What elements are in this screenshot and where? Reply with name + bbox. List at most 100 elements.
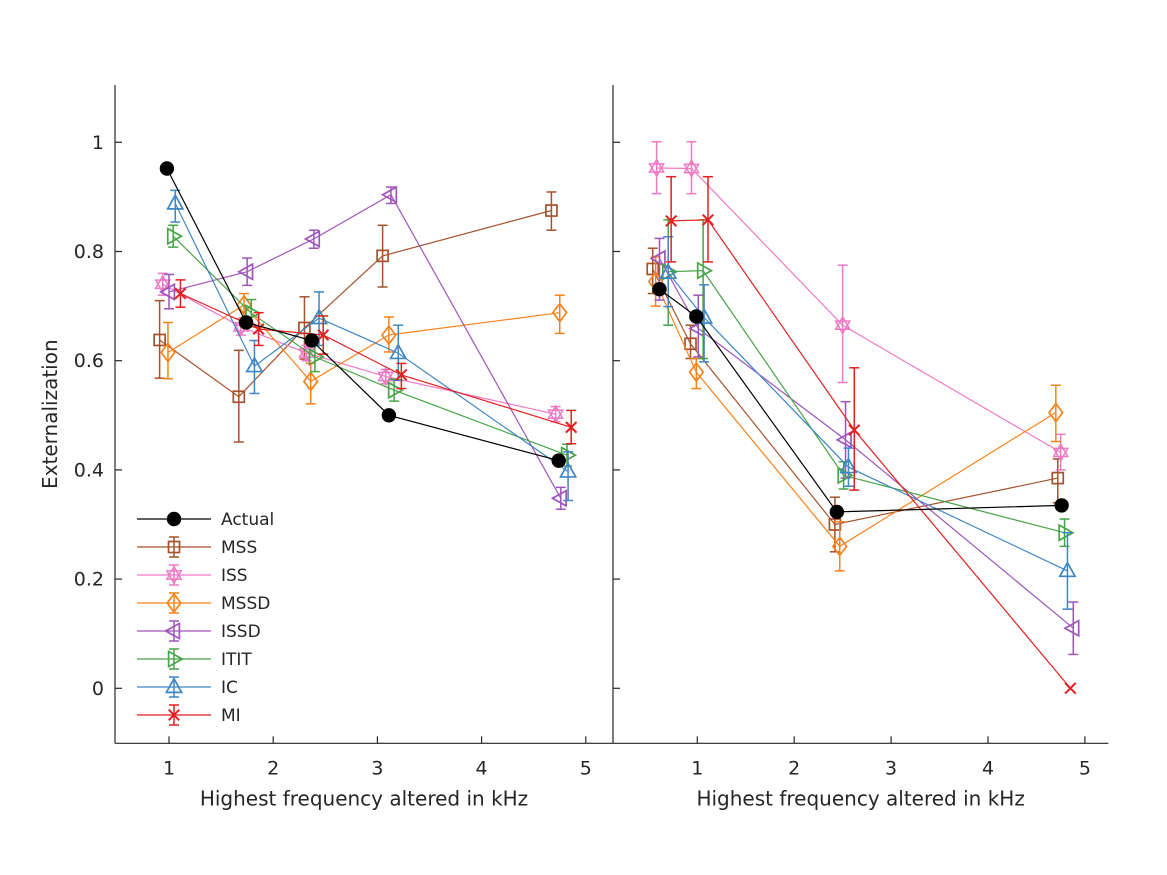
legend-item-ISS: ISS <box>137 564 248 586</box>
marker-MSSD <box>1047 402 1064 423</box>
marker-IC <box>839 457 858 474</box>
marker-MSS-legend <box>167 540 181 554</box>
series-MI <box>665 175 1077 695</box>
series-line-MSSD <box>655 281 1057 548</box>
marker-Actual <box>159 161 175 176</box>
series-line-MI <box>671 219 1071 689</box>
x-tick-label: 5 <box>580 757 592 779</box>
series-Actual <box>652 281 1069 520</box>
marker-ITIT <box>837 466 854 485</box>
marker-IC <box>389 343 408 360</box>
legend-label-MSS: MSS <box>221 538 257 558</box>
marker-MI <box>1064 682 1077 695</box>
y-tick-label: 0.8 <box>74 241 104 263</box>
x-tick-label: 1 <box>691 757 703 779</box>
marker-ISS <box>154 274 172 290</box>
series-ISS <box>648 141 1070 471</box>
series-line-ITIT <box>668 269 1065 534</box>
marker-MI <box>848 424 861 437</box>
marker-MSSD <box>380 324 397 346</box>
marker-ISSD <box>1063 619 1080 638</box>
marker-MSS <box>684 337 697 351</box>
marker-ITIT <box>1058 523 1075 542</box>
marker-ISS <box>1052 442 1070 458</box>
legend-item-MSS: MSS <box>137 536 257 558</box>
marker-ISS-legend <box>165 570 183 585</box>
marker-IC <box>245 356 264 373</box>
marker-ITIT <box>387 381 405 400</box>
marker-ISSD <box>649 249 666 268</box>
y-axis-label: Externalization <box>38 339 62 489</box>
x-tick-label: 4 <box>476 757 488 779</box>
series-line-ISSD <box>168 193 562 499</box>
marker-MI <box>395 368 408 381</box>
series-MSSD <box>160 292 568 405</box>
marker-Actual-legend <box>166 511 182 527</box>
marker-MSSD <box>551 302 568 324</box>
legend: Actual MSS ISS MSSD ISSD ITIT IC MI <box>137 510 274 726</box>
marker-MSS <box>376 249 389 263</box>
series-line-ISS <box>162 283 556 415</box>
marker-Actual <box>829 504 845 520</box>
marker-MSS <box>232 390 246 404</box>
marker-MSSD <box>302 371 319 392</box>
legend-label-IC: IC <box>221 678 238 698</box>
marker-ITIT <box>166 227 184 246</box>
marker-ISS <box>683 158 700 174</box>
marker-MI <box>665 214 678 227</box>
marker-IC <box>1058 560 1077 578</box>
x-tick-label: 2 <box>267 757 279 779</box>
x-axis-label: Highest frequency altered in kHz <box>696 786 1024 810</box>
marker-MSS <box>545 204 558 217</box>
marker-IC-legend <box>164 676 184 694</box>
x-tick-label: 2 <box>788 757 800 779</box>
legend-item-MSSD: MSSD <box>137 592 270 614</box>
series-line-IC <box>667 272 1068 572</box>
x-tick-label: 3 <box>885 757 897 779</box>
marker-Actual <box>689 309 704 324</box>
y-axis-label-group: Externalization <box>38 339 62 489</box>
marker-IC <box>559 461 578 478</box>
marker-ISSD <box>158 282 176 301</box>
marker-ISSD <box>550 489 568 508</box>
legend-label-ITIT: ITIT <box>221 650 252 670</box>
marker-MI-legend <box>167 708 181 722</box>
series-MSS <box>646 247 1065 553</box>
series-ITIT <box>166 224 578 467</box>
marker-MSSD <box>831 535 848 557</box>
marker-ISS <box>377 366 395 382</box>
x-tick-label: 3 <box>371 757 383 779</box>
marker-ITIT <box>245 304 262 323</box>
legend-item-ITIT: ITIT <box>137 648 252 670</box>
legend-item-MI: MI <box>137 704 241 726</box>
marker-MSS <box>153 333 166 347</box>
marker-IC <box>166 193 185 210</box>
x-tick-label: 1 <box>163 757 175 779</box>
marker-MSS <box>1051 471 1065 485</box>
marker-MSSD <box>160 342 176 363</box>
y-tick-label: 0.2 <box>74 569 104 591</box>
marker-Actual <box>381 408 397 423</box>
legend-label-MI: MI <box>221 706 241 726</box>
marker-MI <box>701 213 714 226</box>
marker-ISS <box>648 158 666 173</box>
marker-ISS-legend <box>165 565 183 580</box>
marker-MI <box>317 329 330 342</box>
x-axis-label: Highest frequency altered in kHz <box>200 786 528 810</box>
marker-ITIT <box>308 347 325 366</box>
series-line-IC <box>174 203 569 472</box>
series-IC <box>659 236 1077 610</box>
series-line-MSS <box>652 268 1058 526</box>
marker-ISSD <box>380 185 398 204</box>
legend-item-ISSD: ISSD <box>137 620 261 642</box>
marker-MSS <box>646 262 660 276</box>
legend-label-Actual: Actual <box>221 510 274 530</box>
marker-MSSD <box>688 361 705 383</box>
marker-Actual <box>1054 498 1069 513</box>
y-tick-label: 0 <box>92 678 104 700</box>
marker-ISS <box>547 409 564 424</box>
marker-Actual <box>304 333 319 348</box>
series-ISS <box>154 272 564 424</box>
legend-label-ISS: ISS <box>221 566 248 586</box>
